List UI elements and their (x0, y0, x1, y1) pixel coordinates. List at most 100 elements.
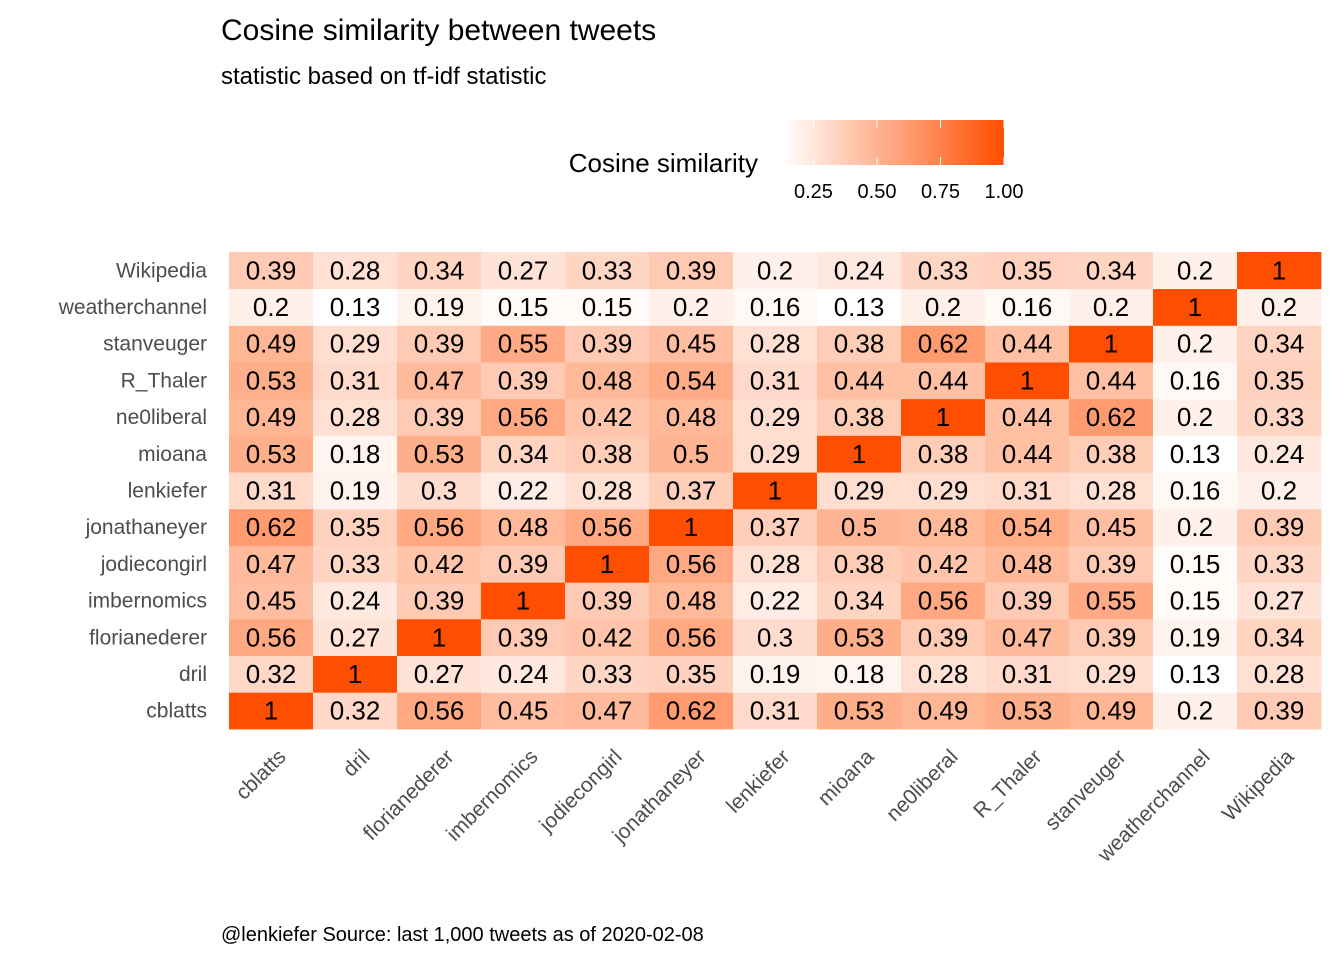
x-tick-label: Wikipedia (1218, 745, 1299, 826)
cell-value-label: 0.39 (1254, 512, 1305, 542)
cell-value-label: 0.5 (841, 512, 877, 542)
cell-value-label: 0.24 (834, 255, 885, 285)
cell-value-label: 1 (432, 622, 446, 652)
heatmap-cell (1153, 582, 1238, 620)
heatmap-cell (1153, 325, 1238, 363)
heatmap-cell (817, 325, 902, 363)
heatmap-cell (1069, 252, 1154, 290)
heatmap-cell (649, 472, 734, 510)
heatmap-cell (1153, 508, 1238, 546)
cell-value-label: 0.16 (1170, 365, 1221, 395)
cell-value-label: 0.48 (1002, 549, 1053, 579)
cell-value-label: 0.48 (498, 512, 549, 542)
cell-value-label: 0.33 (330, 549, 381, 579)
heatmap-cell (1237, 325, 1322, 363)
cell-value-label: 0.39 (666, 255, 717, 285)
heatmap-cell (397, 252, 482, 290)
heatmap-cell (901, 362, 986, 400)
cell-value-label: 0.28 (750, 549, 801, 579)
cell-value-label: 0.39 (414, 402, 465, 432)
heatmap-cell (397, 398, 482, 436)
heatmap-cell (397, 508, 482, 546)
heatmap-cell (901, 582, 986, 620)
cell-value-label: 1 (1020, 365, 1034, 395)
cell-value-label: 0.38 (834, 402, 885, 432)
cell-value-label: 0.31 (750, 696, 801, 726)
cell-value-label: 0.38 (582, 439, 633, 469)
heatmap-cell (565, 362, 650, 400)
heatmap-cell (229, 435, 314, 473)
cell-value-label: 0.56 (498, 402, 549, 432)
heatmap-cell (817, 252, 902, 290)
heatmap-cell (1153, 655, 1238, 693)
cell-value-label: 0.55 (498, 329, 549, 359)
cell-value-label: 0.28 (330, 255, 381, 285)
cell-value-label: 0.39 (498, 549, 549, 579)
cell-value-label: 0.2 (1177, 512, 1213, 542)
legend-tick-label: 0.50 (858, 181, 897, 203)
heatmap-cell (1153, 472, 1238, 510)
heatmap-cell (1069, 398, 1154, 436)
y-tick-label: cblatts (146, 700, 207, 723)
heatmap-cell (229, 325, 314, 363)
heatmap-cell (229, 618, 314, 657)
heatmap-cell (565, 618, 650, 657)
cell-value-label: 0.56 (246, 622, 297, 652)
cell-value-label: 0.62 (666, 696, 717, 726)
heatmap-cell (397, 655, 482, 693)
cell-value-label: 0.53 (414, 439, 465, 469)
cell-value-label: 0.39 (498, 365, 549, 395)
heatmap-cell (1153, 618, 1238, 657)
heatmap-cell (817, 398, 902, 436)
heatmap-cell (649, 325, 734, 363)
cell-value-label: 0.27 (414, 659, 465, 689)
legend-tick-label: 1.00 (985, 181, 1024, 203)
cell-value-label: 0.56 (918, 586, 969, 616)
cell-value-label: 0.49 (246, 402, 297, 432)
y-tick-label: mioana (138, 443, 207, 466)
heatmap-cell (481, 472, 566, 510)
heatmap-cell (1237, 692, 1322, 730)
cell-value-label: 0.39 (1086, 622, 1137, 652)
cell-value-label: 0.31 (246, 476, 297, 506)
cell-value-label: 0.38 (918, 439, 969, 469)
x-tick-label: cblatts (231, 745, 290, 804)
cell-value-label: 1 (852, 439, 866, 469)
cell-value-label: 1 (768, 476, 782, 506)
cell-value-label: 0.49 (1086, 696, 1137, 726)
heatmap-cell (1237, 398, 1322, 436)
cell-value-label: 0.29 (330, 329, 381, 359)
y-tick-label: florianederer (89, 626, 207, 649)
heatmap-cell (817, 508, 902, 546)
cell-value-label: 0.48 (666, 586, 717, 616)
heatmap-cell (481, 545, 566, 583)
cell-value-label: 0.34 (1254, 329, 1305, 359)
cell-value-label: 0.15 (1170, 586, 1221, 616)
heatmap-cell (733, 508, 818, 546)
heatmap-cell (565, 435, 650, 473)
cell-value-label: 0.38 (834, 329, 885, 359)
heatmap-cell (733, 618, 818, 657)
cell-value-label: 0.31 (330, 365, 381, 395)
cell-value-label: 0.33 (1254, 402, 1305, 432)
cell-value-label: 0.48 (582, 365, 633, 395)
cell-value-label: 0.18 (330, 439, 381, 469)
heatmap-cell (901, 508, 986, 546)
cell-value-label: 0.62 (246, 512, 297, 542)
cell-value-label: 0.15 (498, 292, 549, 322)
heatmap-cell (733, 325, 818, 363)
heatmap-cell (817, 618, 902, 657)
cell-value-label: 0.42 (414, 549, 465, 579)
heatmap-cell (397, 288, 482, 326)
heatmap-cell (733, 545, 818, 583)
heatmap-cell (397, 472, 482, 510)
cell-value-label: 0.2 (925, 292, 961, 322)
heatmap-cell (1069, 325, 1154, 363)
heatmap-cell (397, 435, 482, 473)
heatmap-cell (733, 655, 818, 693)
heatmap-cell (1069, 618, 1154, 657)
cell-value-label: 0.35 (1002, 255, 1053, 285)
heatmap-cell (313, 472, 398, 510)
heatmap-cell (565, 692, 650, 730)
heatmap-cell (649, 508, 734, 546)
